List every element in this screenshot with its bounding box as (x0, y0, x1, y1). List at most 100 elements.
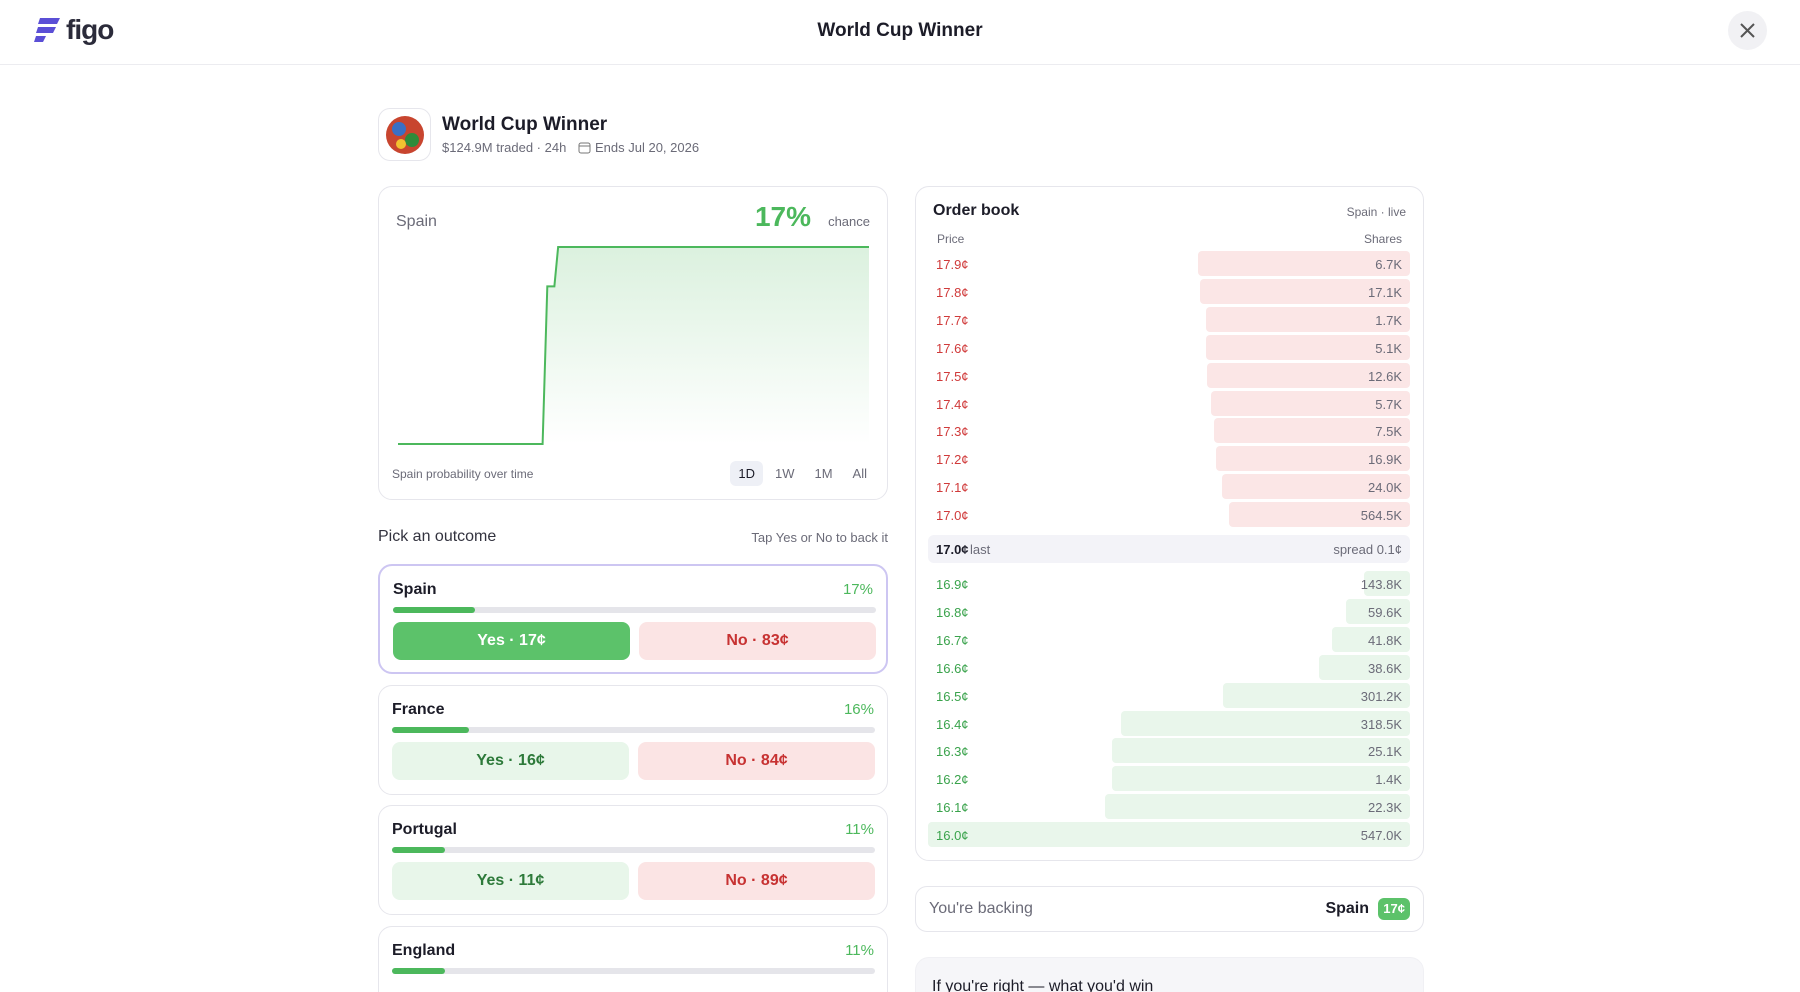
order-shares: 318.5K (1360, 716, 1402, 732)
range-tab[interactable]: All (852, 466, 867, 481)
chart-card: Spain 17% chance Spain probability over … (378, 186, 888, 500)
depth-bar (1205, 334, 1410, 360)
order-row: 16.0¢ 547.0K (927, 822, 1410, 848)
order-shares: 301.2K (1360, 688, 1402, 704)
order-shares: 5.7K (1375, 396, 1402, 412)
order-price: 17.2¢ (936, 452, 969, 468)
chart-chance-label: chance (828, 214, 870, 229)
calendar-icon (578, 142, 591, 154)
order-price: 17.3¢ (936, 424, 969, 440)
outcome-chance: 11% (845, 941, 874, 959)
order-price: 17.8¢ (936, 284, 969, 300)
depth-bar (1205, 306, 1410, 332)
backing-price: 17¢ (1378, 898, 1410, 920)
order-row: 16.4¢ 318.5K (928, 710, 1410, 736)
order-row: 16.6¢ 38.6K (928, 654, 1410, 680)
outcome-card: France 16% Yes · 16¢ No · 84¢ (378, 684, 888, 795)
depth-bar (1216, 446, 1410, 472)
order-price: 16.0¢ (936, 828, 969, 844)
range-tab[interactable]: 1M (814, 466, 833, 481)
order-row: 17.7¢ 1.7K (928, 306, 1410, 332)
order-shares: 12.6K (1368, 368, 1402, 384)
order-row: 16.7¢ 41.8K (928, 626, 1410, 652)
chance-bar (393, 607, 476, 613)
last-label: last (970, 542, 991, 557)
order-row: 16.2¢ 1.4K (928, 766, 1410, 792)
order-price: 16.5¢ (936, 688, 969, 704)
depth-bar (1364, 571, 1410, 596)
logo-icon (34, 18, 60, 42)
column-shares: Shares (1363, 232, 1402, 246)
depth-bar (1331, 626, 1410, 652)
depth-bar (1111, 766, 1410, 792)
depth-bar (1221, 474, 1410, 500)
order-price: 16.9¢ (936, 577, 969, 592)
backing-outcome: Spain (1325, 900, 1369, 917)
yes-button[interactable]: Yes · 16¢ (392, 741, 629, 780)
order-row: 16.3¢ 25.1K (928, 738, 1410, 764)
close-icon (1740, 23, 1755, 38)
outcome-chance: 16% (843, 700, 874, 718)
outcome-card: Portugal 11% Yes · 11¢ No · 89¢ (378, 805, 888, 915)
order-price: 17.1¢ (936, 480, 969, 496)
market-title: World Cup Winner (442, 114, 608, 135)
outcome-chance: 11% (845, 821, 874, 838)
order-row: 17.6¢ 5.1K (928, 334, 1410, 360)
market-ends: Ends Jul 20, 2026 (595, 140, 700, 155)
range-tab[interactable]: 1W (774, 466, 795, 481)
depth-bar (1222, 682, 1410, 708)
chart-outcome: Spain (396, 213, 437, 230)
order-row: 17.8¢ 17.1K (928, 278, 1410, 304)
chance-track (392, 847, 875, 853)
mid-row: 17.0¢ last spread 0.1¢ (928, 535, 1410, 563)
outcome-name: Spain (393, 581, 437, 598)
outcome-card: Spain 17% Yes · 17¢ No · 83¢ (378, 564, 888, 674)
order-row: 16.1¢ 22.3K (928, 794, 1410, 820)
chance-bar (392, 967, 446, 974)
depth-bar (1319, 654, 1410, 680)
order-price: 17.4¢ (936, 396, 969, 412)
win-title: If you're right — what you'd win (932, 978, 1154, 992)
chart-chance: 17% (754, 201, 811, 232)
order-shares: 38.6K (1368, 660, 1402, 676)
no-button[interactable]: No · 83¢ (639, 622, 876, 660)
no-button[interactable]: No · 84¢ (638, 741, 875, 780)
order-shares: 17.1K (1368, 284, 1402, 300)
chance-track (392, 967, 875, 974)
order-row: 17.1¢ 24.0K (928, 474, 1410, 500)
range-tab[interactable]: 1D (730, 461, 763, 486)
chance-track (393, 607, 876, 613)
last-price: 17.0¢ (936, 542, 969, 557)
order-row: 17.2¢ 16.9K (928, 446, 1410, 472)
order-row: 16.8¢ 59.6K (928, 598, 1410, 624)
chance-track (392, 726, 875, 733)
order-shares: 1.7K (1375, 312, 1402, 328)
probability-chart (398, 246, 869, 445)
depth-bar (1197, 251, 1410, 276)
order-price: 16.6¢ (936, 660, 969, 676)
close-button[interactable] (1728, 11, 1767, 50)
order-row: 17.9¢ 6.7K (928, 251, 1410, 276)
order-row: 16.9¢ 143.8K (928, 571, 1410, 596)
outcome-chance: 17% (842, 581, 873, 598)
order-book-title: Order book (933, 202, 1020, 219)
order-book-meta: Spain · live (1346, 205, 1406, 219)
order-row: 16.5¢ 301.2K (928, 682, 1410, 708)
order-shares: 547.0K (1360, 828, 1402, 844)
depth-bar (1345, 598, 1410, 624)
order-shares: 143.8K (1360, 577, 1402, 592)
range-tabs: 1D 1W 1M All (730, 461, 875, 486)
depth-bar (1213, 418, 1410, 444)
chance-bar (392, 726, 470, 733)
order-price: 16.3¢ (936, 744, 969, 760)
yes-button[interactable]: Yes · 17¢ (393, 622, 630, 660)
chance-bar (392, 847, 446, 853)
no-button[interactable]: No · 89¢ (638, 862, 875, 900)
outcome-card: England 11% (378, 925, 888, 992)
order-price: 17.7¢ (936, 312, 969, 328)
chart-caption: Spain probability over time (392, 467, 534, 481)
yes-button[interactable]: Yes · 11¢ (392, 862, 629, 900)
top-bar: figo World Cup Winner (0, 0, 1800, 65)
depth-bar (1211, 390, 1410, 416)
